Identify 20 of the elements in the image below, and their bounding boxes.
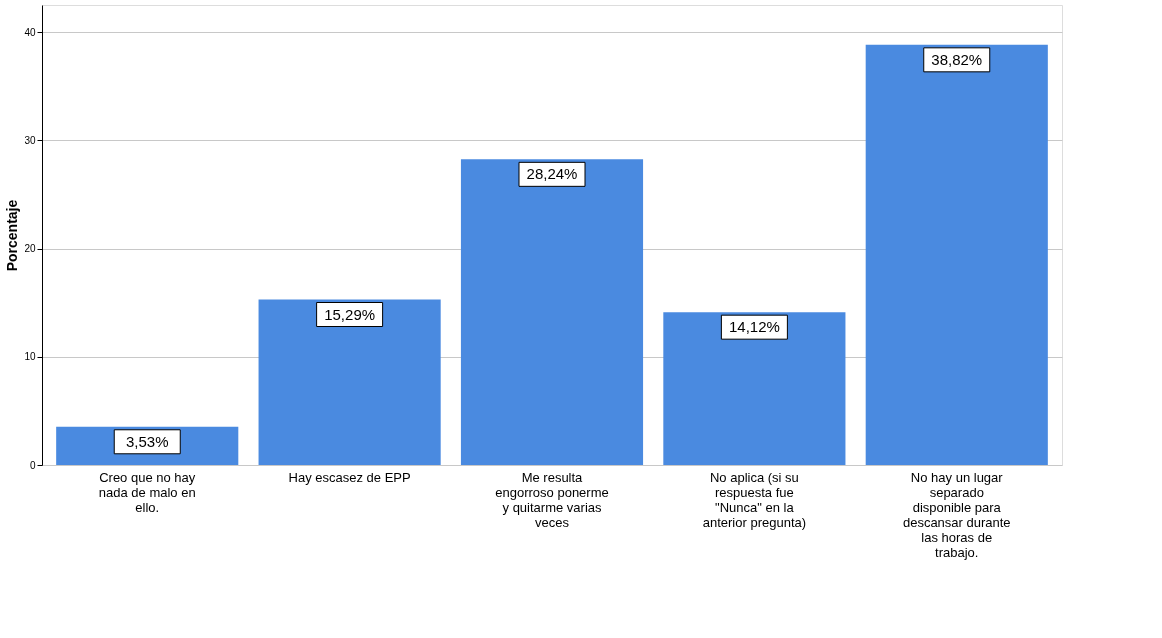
data-label: 28,24%	[526, 165, 578, 183]
y-tick-label: 0	[29, 459, 36, 471]
data-label: 3,53%	[125, 432, 169, 450]
bar	[258, 299, 441, 465]
x-tick-label: No aplica (si su respuesta fue "Nunca" en la anterior pregunta)	[702, 469, 807, 530]
x-tick-label: No hay un lugar separado disponible para descansar durante las horas de trabajo.	[902, 469, 1011, 560]
bar	[865, 44, 1048, 465]
x-tick-label: Hay escasez de EPP	[288, 469, 411, 485]
x-tick-label: Creo que no hay nada de malo en ello.	[98, 469, 196, 515]
y-tick-label: 20	[24, 243, 36, 255]
y-tick-label: 40	[24, 26, 36, 38]
y-axis-title: Porcentaje	[4, 199, 21, 272]
data-label: 15,29%	[324, 305, 376, 323]
bar	[663, 312, 846, 465]
y-tick-label: 30	[24, 134, 36, 146]
data-label: 14,12%	[728, 318, 780, 336]
y-tick-label: 10	[24, 351, 36, 363]
x-tick-label: Me resulta engorroso ponerme y quitarme varias veces	[495, 469, 609, 530]
data-label: 38,82%	[931, 50, 983, 68]
bar	[460, 159, 644, 465]
